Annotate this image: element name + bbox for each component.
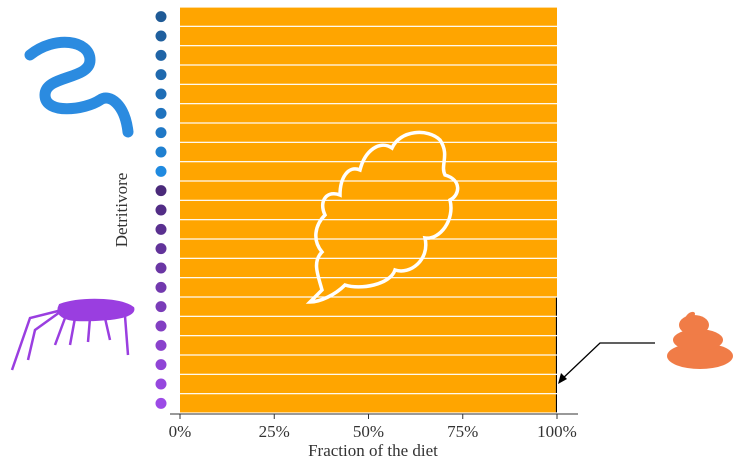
bar-segment bbox=[555, 374, 557, 394]
bar-segment bbox=[180, 394, 556, 413]
category-dot bbox=[155, 262, 167, 274]
bar-segment bbox=[180, 336, 556, 355]
category-dot bbox=[155, 30, 167, 42]
category-dot bbox=[155, 243, 167, 255]
bar-segment bbox=[180, 26, 557, 46]
x-tick-label: 0% bbox=[169, 422, 192, 441]
category-dot bbox=[155, 359, 167, 371]
bar-segment bbox=[555, 297, 557, 316]
category-dot bbox=[155, 320, 167, 332]
bar-segment bbox=[180, 374, 556, 394]
category-dot bbox=[155, 204, 167, 216]
bar-segment bbox=[180, 7, 557, 26]
category-dot bbox=[155, 301, 167, 313]
shrimp-icon bbox=[10, 298, 135, 371]
category-dot bbox=[155, 165, 167, 177]
x-axis-label: Fraction of the diet bbox=[308, 441, 438, 460]
bar-segment bbox=[180, 200, 557, 220]
category-dot bbox=[155, 378, 167, 390]
bar-segment bbox=[180, 220, 557, 239]
bar-segment bbox=[555, 316, 557, 336]
arrow-head bbox=[558, 373, 567, 384]
category-dot bbox=[155, 397, 167, 409]
category-dot bbox=[155, 339, 167, 351]
bar-segment bbox=[180, 297, 556, 316]
x-tick-label: 100% bbox=[537, 422, 577, 441]
icons bbox=[10, 36, 733, 384]
bar-segment bbox=[180, 239, 557, 258]
x-tick-label: 50% bbox=[353, 422, 384, 441]
y-axis-label: Detritivore bbox=[112, 173, 131, 248]
bar-segment bbox=[180, 65, 557, 84]
bar-segment bbox=[180, 181, 557, 200]
leaf-icon bbox=[305, 130, 460, 304]
bar-segment bbox=[180, 46, 557, 65]
bar-segment bbox=[180, 123, 557, 142]
bar-segment bbox=[180, 355, 556, 374]
bar-segment bbox=[555, 336, 557, 355]
feces-icon bbox=[667, 311, 733, 369]
category-dot bbox=[155, 88, 167, 100]
category-dot bbox=[155, 49, 167, 61]
bar-segment bbox=[180, 104, 557, 123]
category-dot bbox=[155, 127, 167, 139]
category-dot bbox=[155, 185, 167, 197]
category-dot bbox=[155, 107, 167, 119]
category-dot bbox=[155, 69, 167, 81]
bar-segment bbox=[555, 355, 557, 374]
x-tick-label: 25% bbox=[259, 422, 290, 441]
bar-segment bbox=[180, 162, 557, 181]
bar-segment bbox=[180, 258, 557, 278]
worm-icon bbox=[24, 36, 134, 138]
arrow bbox=[559, 342, 655, 382]
category-dot bbox=[155, 11, 167, 23]
category-dot bbox=[155, 281, 167, 293]
category-dot bbox=[155, 223, 167, 235]
bar-segment bbox=[180, 84, 557, 104]
x-tick-label: 75% bbox=[447, 422, 478, 441]
category-dot bbox=[155, 146, 167, 158]
bar-segment bbox=[555, 394, 557, 413]
bar-segment bbox=[180, 316, 556, 336]
